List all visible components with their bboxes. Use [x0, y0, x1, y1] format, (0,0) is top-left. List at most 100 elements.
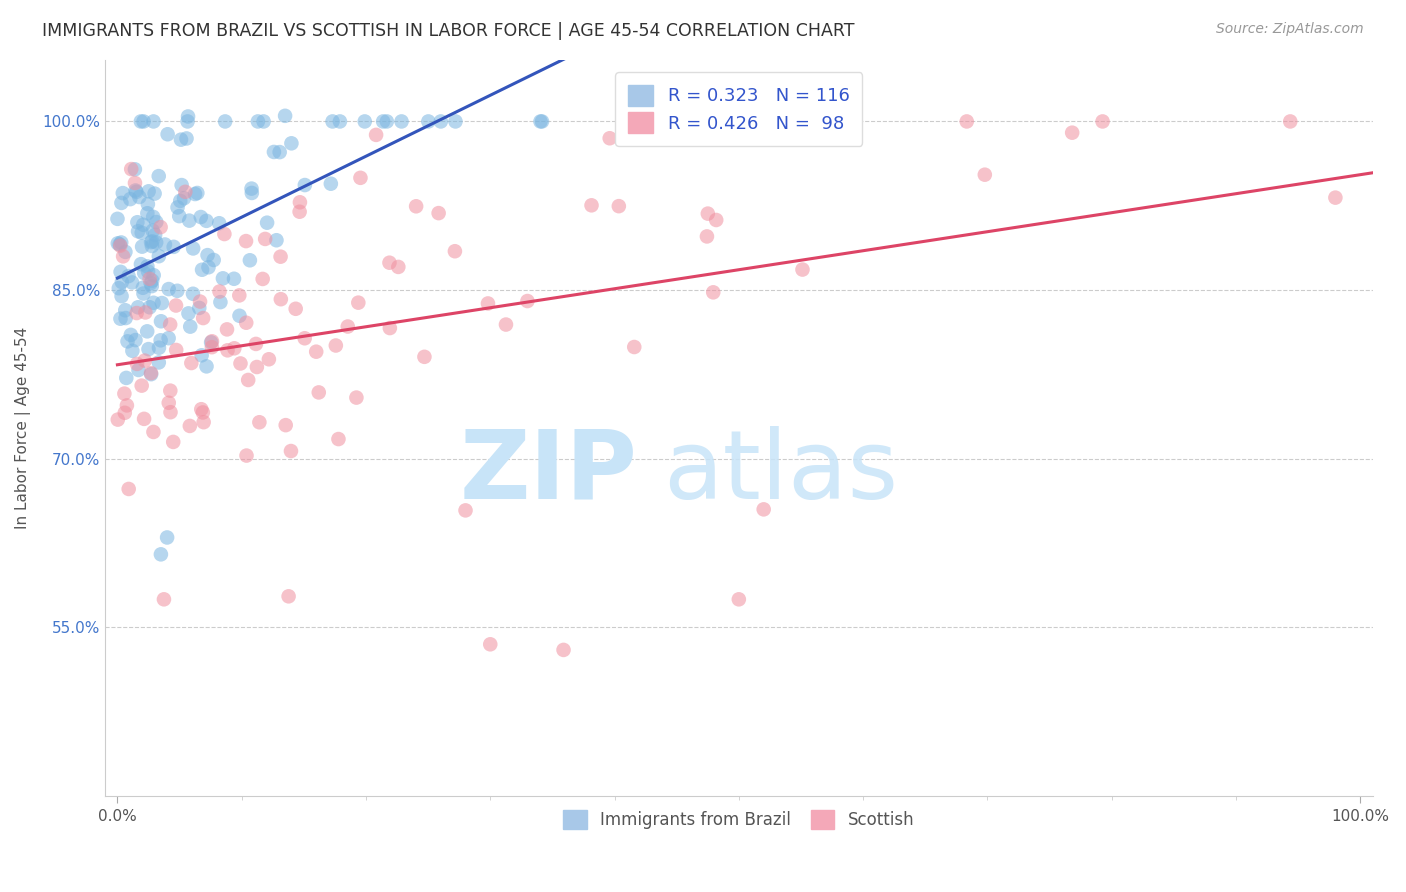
- Point: [181, 242, 204, 256]
- Point: [169, 194, 191, 208]
- Point: [239, 253, 262, 268]
- Point: [179, 419, 201, 434]
- Point: [973, 168, 995, 182]
- Point: [157, 396, 180, 410]
- Point: [364, 128, 387, 142]
- Point: [214, 114, 236, 128]
- Point: [127, 300, 149, 314]
- Point: [529, 114, 551, 128]
- Point: [270, 292, 292, 306]
- Point: [405, 199, 427, 213]
- Point: [336, 319, 359, 334]
- Point: [252, 272, 274, 286]
- Point: [413, 350, 436, 364]
- Point: [142, 114, 165, 128]
- Point: [257, 352, 280, 367]
- Point: [110, 235, 132, 250]
- Point: [145, 235, 167, 250]
- Point: [208, 285, 231, 299]
- Point: [108, 281, 131, 295]
- Point: [308, 385, 330, 400]
- Point: [142, 210, 165, 224]
- Point: [197, 248, 219, 262]
- Point: [138, 184, 160, 198]
- Point: [132, 218, 155, 232]
- Point: [215, 322, 238, 336]
- Point: [353, 114, 375, 128]
- Point: [115, 398, 138, 412]
- Point: [256, 216, 278, 230]
- Point: [142, 224, 165, 238]
- Point: [328, 432, 350, 446]
- Point: [110, 265, 132, 279]
- Point: [138, 300, 160, 314]
- Point: [235, 316, 257, 330]
- Point: [277, 590, 299, 604]
- Point: [696, 206, 718, 220]
- Point: [177, 306, 200, 320]
- Y-axis label: In Labor Force | Age 45-54: In Labor Force | Age 45-54: [15, 326, 31, 529]
- Point: [139, 367, 162, 381]
- Point: [1091, 114, 1114, 128]
- Point: [228, 309, 250, 323]
- Point: [173, 191, 195, 205]
- Point: [132, 412, 155, 426]
- Point: [136, 264, 159, 278]
- Point: [288, 204, 311, 219]
- Point: [266, 233, 288, 247]
- Point: [391, 114, 413, 128]
- Point: [176, 131, 198, 145]
- Point: [623, 340, 645, 354]
- Point: [235, 449, 257, 463]
- Point: [274, 418, 297, 433]
- Point: [284, 301, 307, 316]
- Point: [111, 275, 134, 289]
- Point: [124, 176, 146, 190]
- Point: [516, 293, 538, 308]
- Point: [110, 289, 132, 303]
- Point: [387, 260, 409, 274]
- Point: [114, 303, 136, 318]
- Point: [217, 343, 239, 358]
- Point: [201, 340, 224, 354]
- Point: [149, 547, 172, 561]
- Point: [120, 162, 142, 177]
- Point: [190, 210, 212, 224]
- Point: [127, 363, 149, 377]
- Point: [124, 333, 146, 347]
- Point: [607, 199, 630, 213]
- Point: [148, 341, 170, 355]
- Point: [139, 276, 162, 290]
- Point: [141, 274, 163, 288]
- Point: [190, 402, 212, 417]
- Point: [179, 319, 201, 334]
- Point: [254, 232, 277, 246]
- Point: [197, 260, 219, 275]
- Point: [124, 162, 146, 177]
- Point: [125, 185, 148, 199]
- Point: [148, 355, 170, 369]
- Point: [246, 359, 269, 374]
- Point: [375, 114, 398, 128]
- Point: [131, 240, 153, 254]
- Point: [129, 257, 152, 271]
- Point: [138, 342, 160, 356]
- Point: [156, 531, 179, 545]
- Point: [142, 295, 165, 310]
- Point: [240, 181, 263, 195]
- Point: [252, 114, 274, 128]
- Point: [114, 244, 136, 259]
- Point: [704, 213, 727, 227]
- Point: [188, 294, 211, 309]
- Point: [111, 186, 134, 200]
- Point: [444, 244, 467, 259]
- Point: [131, 378, 153, 392]
- Point: [125, 357, 148, 371]
- Point: [200, 335, 222, 350]
- Point: [143, 227, 166, 242]
- Point: [193, 415, 215, 429]
- Point: [170, 178, 193, 192]
- Text: atlas: atlas: [662, 425, 898, 518]
- Point: [727, 592, 749, 607]
- Point: [148, 169, 170, 183]
